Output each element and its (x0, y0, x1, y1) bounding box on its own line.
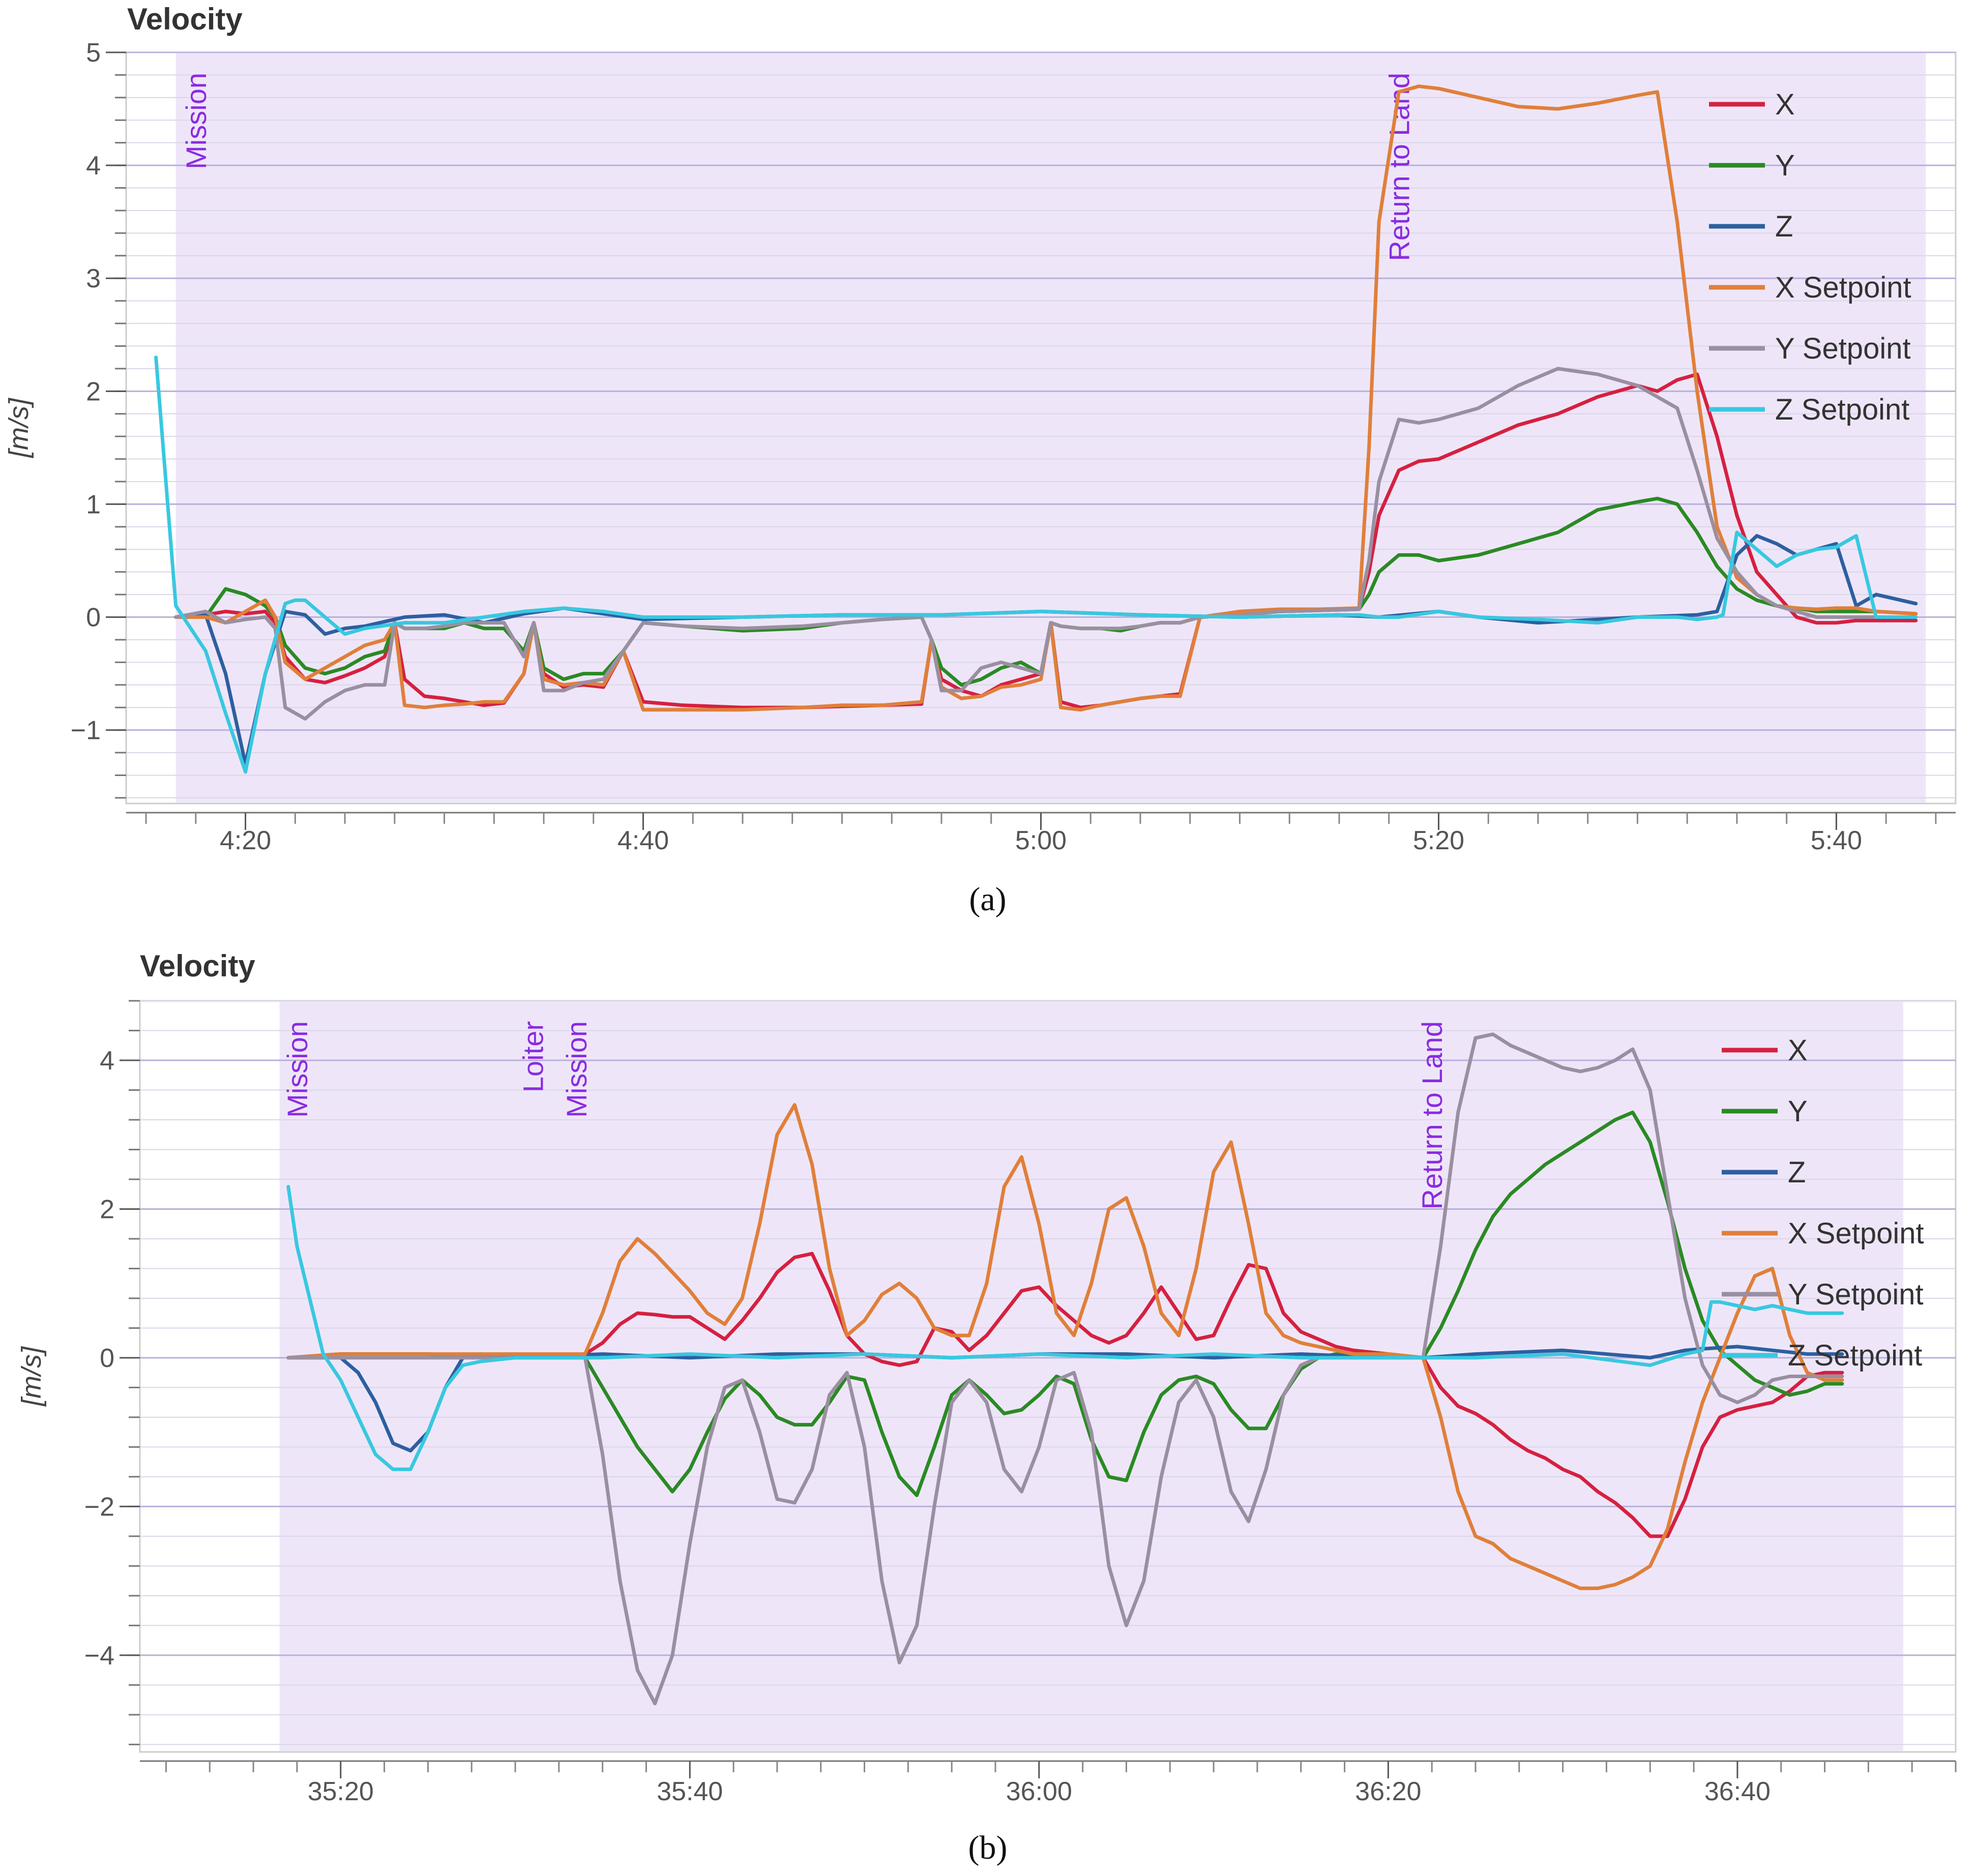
mode-label: Mission (561, 1021, 593, 1118)
legend-item[interactable]: Z (1722, 1156, 1806, 1189)
series-line-y-setpoint (286, 1032, 1844, 1706)
x-tick-label: 35:40 (657, 1777, 723, 1806)
x-tick-label: 4:20 (220, 826, 271, 855)
legend-item[interactable]: X Setpoint (1722, 1217, 1924, 1250)
y-tick-label: 4 (86, 151, 101, 181)
y-tick-label: 1 (86, 490, 101, 519)
y-tick-label: −2 (84, 1492, 114, 1522)
legend-label: Z (1788, 1156, 1806, 1189)
legend-item[interactable]: Z (1709, 210, 1793, 243)
chart-panel-a: 5 4 3 2 1 0 −1 4:20 4:40 5:00 5:20 5:40 Velocity [m/s… (4, 2, 1957, 918)
y-tick-label: 2 (100, 1195, 114, 1224)
y-tick-label: 0 (86, 603, 101, 633)
x-tick-label: 35:20 (308, 1777, 374, 1806)
legend-item[interactable]: Z Setpoint (1722, 1339, 1922, 1372)
figure-caption: (a) (969, 881, 1006, 918)
legend-label: Z Setpoint (1775, 393, 1909, 426)
x-tick-label: 5:00 (1015, 826, 1067, 855)
legend-label: Y (1788, 1095, 1808, 1128)
mode-label: Return to Land (1416, 1021, 1448, 1209)
legend-label: X (1775, 88, 1795, 121)
series-line-y (286, 1110, 1844, 1497)
legend-label: Y (1775, 149, 1795, 182)
series-line-x (286, 1252, 1844, 1538)
mode-label: Mission (180, 73, 212, 169)
y-tick-label: 0 (100, 1344, 114, 1373)
legend-item[interactable]: Y (1709, 149, 1795, 182)
y-tick-label: −4 (84, 1641, 114, 1671)
legend-label: X Setpoint (1775, 271, 1911, 304)
x-tick-label: 4:40 (617, 826, 669, 855)
series-line-x-setpoint (174, 84, 1918, 712)
legend-item[interactable]: Z Setpoint (1709, 393, 1909, 426)
legend-item[interactable]: X (1722, 1034, 1808, 1067)
chart-title: Velocity (140, 949, 255, 983)
x-tick-label: 5:40 (1811, 826, 1862, 855)
y-tick-label: 5 (86, 38, 101, 68)
y-axis-label: [m/s] (4, 397, 34, 459)
legend-item[interactable]: X Setpoint (1709, 271, 1911, 304)
y-tick-label: 2 (86, 377, 101, 406)
legend-item[interactable]: Y Setpoint (1722, 1278, 1924, 1311)
y-axis-label: [m/s] (16, 1346, 47, 1407)
chart-title: Velocity (127, 2, 243, 36)
x-tick-label: 5:20 (1413, 826, 1464, 855)
x-tick-label: 36:00 (1006, 1777, 1072, 1806)
legend-label: Y Setpoint (1775, 332, 1911, 365)
x-tick-label: 36:40 (1704, 1777, 1771, 1806)
legend-item[interactable]: Y Setpoint (1709, 332, 1911, 365)
legend-label: X Setpoint (1788, 1217, 1924, 1250)
mode-label: Mission (281, 1021, 313, 1118)
legend-item[interactable]: Y (1722, 1095, 1808, 1128)
mode-region (279, 1002, 1904, 1751)
figure-caption: (b) (968, 1829, 1008, 1866)
y-tick-label: 4 (100, 1046, 114, 1076)
legend-label: Y Setpoint (1788, 1278, 1924, 1311)
legend-label: Z Setpoint (1788, 1339, 1922, 1372)
series-line-z-setpoint (154, 355, 1918, 774)
legend-label: Z (1775, 210, 1793, 243)
legend-label: X (1788, 1034, 1808, 1067)
series-line-z-setpoint (286, 1185, 1844, 1471)
y-tick-label: −1 (71, 716, 101, 746)
legend-item[interactable]: X (1709, 88, 1795, 121)
x-tick-label: 36:20 (1355, 1777, 1421, 1806)
chart-panel-b: 4 2 0 −2 −4 35:20 35:40 36:00 36:20 36:40 Velocity… (16, 949, 1957, 1866)
mode-region (175, 53, 1926, 802)
mode-label: Loiter (517, 1021, 549, 1092)
series-line-x-setpoint (286, 1103, 1844, 1590)
series-line-y-setpoint (174, 367, 1918, 721)
y-tick-label: 3 (86, 264, 101, 293)
